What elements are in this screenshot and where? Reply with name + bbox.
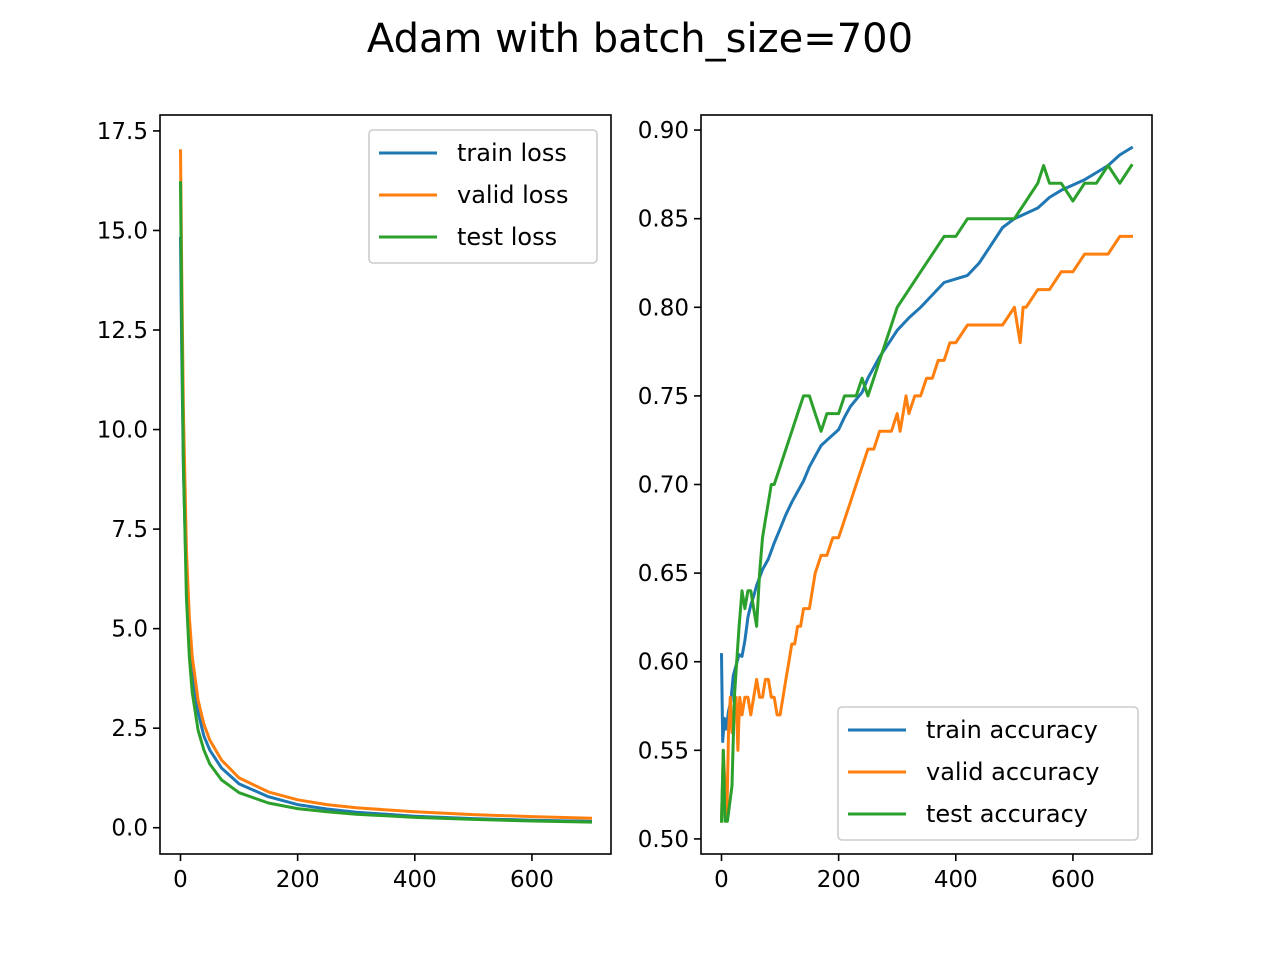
- accuracy-y-tick-label: 0.90: [638, 118, 689, 144]
- valid-loss-legend-label: valid loss: [457, 181, 568, 209]
- loss-y-tick-label: 2.5: [111, 716, 148, 742]
- loss-y-tick-label: 5.0: [111, 617, 148, 643]
- accuracy-y-tick-label: 0.60: [638, 650, 689, 676]
- test-loss-legend-label: test loss: [457, 223, 557, 251]
- accuracy-x-tick-label: 200: [817, 867, 861, 893]
- test-accuracy-legend-label: test accuracy: [926, 800, 1088, 828]
- accuracy-y-tick-label: 0.55: [638, 738, 689, 764]
- accuracy-y-tick-label: 0.75: [638, 384, 689, 410]
- accuracy-y-tick-label: 0.70: [638, 473, 689, 499]
- loss-legend: train loss valid loss test loss: [368, 129, 598, 264]
- accuracy-y-tick-label: 0.85: [638, 207, 689, 233]
- valid-accuracy-legend-label: valid accuracy: [926, 758, 1099, 786]
- loss-axes: 0 200 400 600 0.0 2.5 5.0 7.5 10.0 12.5 15.0 17.5 tr…: [97, 114, 612, 893]
- loss-y-tick-label: 15.0: [97, 218, 148, 244]
- loss-series-group: [178, 149, 593, 824]
- figure-suptitle: Adam with batch_size=700: [367, 16, 913, 62]
- loss-y-tick-label: 12.5: [97, 318, 148, 344]
- train-loss-legend-label: train loss: [457, 139, 567, 167]
- loss-x-tick-label: 200: [276, 867, 320, 893]
- train-loss-line: [178, 236, 593, 823]
- loss-axes-frame: [159, 114, 612, 855]
- loss-legend-frame: [368, 129, 598, 264]
- loss-y-tick-label: 10.0: [97, 418, 148, 444]
- test-loss-line: [178, 181, 593, 824]
- valid-accuracy-line: [719, 234, 1133, 823]
- train-accuracy-line: [719, 145, 1134, 743]
- accuracy-legend-frame: [837, 706, 1139, 841]
- accuracy-y-tick-label: 0.80: [638, 295, 689, 321]
- loss-y-tick-label: 7.5: [111, 517, 148, 543]
- train-accuracy-legend-label: train accuracy: [926, 716, 1098, 744]
- accuracy-series-group: [719, 145, 1134, 823]
- accuracy-x-tick-label: 600: [1051, 867, 1095, 893]
- test-accuracy-line: [719, 163, 1134, 823]
- accuracy-legend: train accuracy valid accuracy test accurac…: [837, 706, 1139, 841]
- accuracy-axes: 0 200 400 600 0.50 0.55 0.60 0.65 0.70 0.75 0.80 0.…: [638, 114, 1153, 893]
- accuracy-x-tick-label: 400: [934, 867, 978, 893]
- loss-x-tick-label: 400: [393, 867, 437, 893]
- loss-y-tick-label: 17.5: [97, 119, 148, 145]
- accuracy-x-tick-label: 0: [714, 867, 729, 893]
- accuracy-y-tick-label: 0.50: [638, 827, 689, 853]
- loss-y-tick-label: 0.0: [111, 816, 148, 842]
- loss-x-tick-label: 600: [510, 867, 554, 893]
- loss-x-tick-label: 0: [173, 867, 188, 893]
- accuracy-y-tick-label: 0.65: [638, 561, 689, 587]
